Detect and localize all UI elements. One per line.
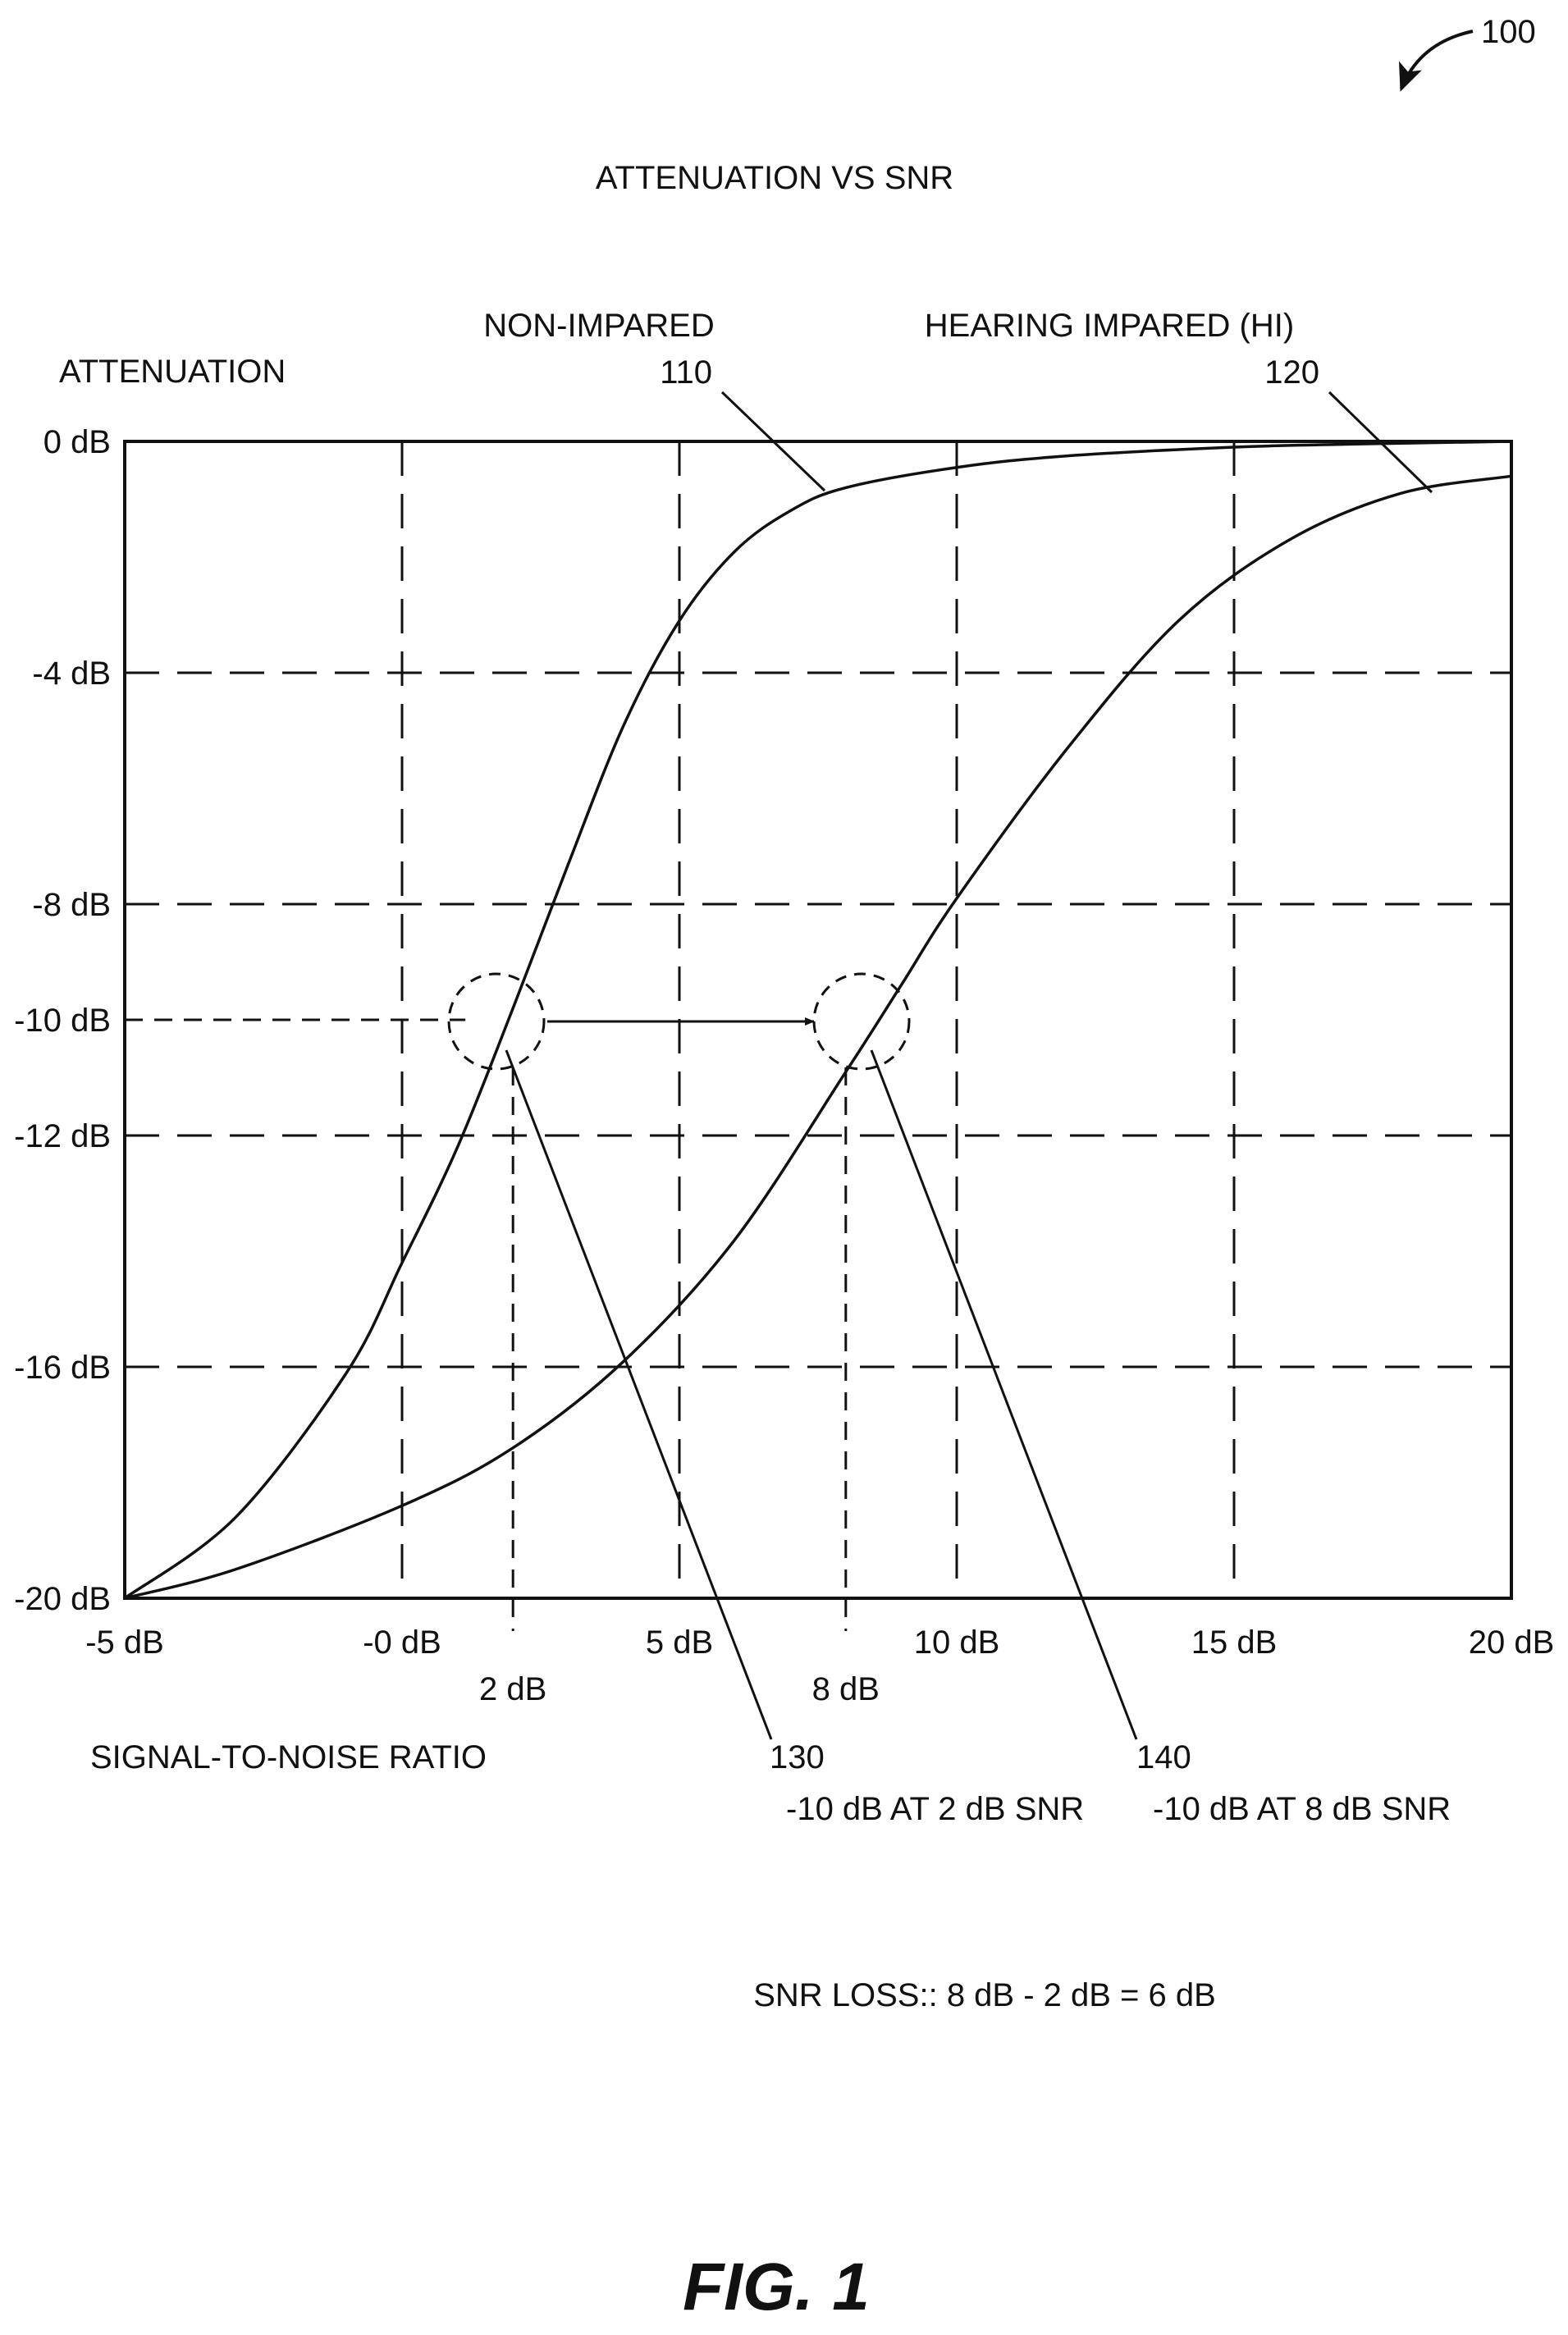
- y-axis-label: ATTENUATION: [59, 354, 286, 390]
- x-tick-label-20-db: 20 dB: [1469, 1624, 1555, 1661]
- series-ref-120: 120: [1264, 354, 1319, 391]
- x-marker-label-8-db: 8 dB: [812, 1671, 880, 1707]
- callout-line-130: [505, 1049, 773, 1740]
- y-tick-label-0-db: 0 dB: [43, 424, 111, 460]
- x-tick-labels: -5 dB -0 dB 5 dB 10 dB 15 dB 20 dB 2 dB 8 dB: [85, 1624, 1554, 1707]
- series-label-hearing-impared: HEARING IMPARED (HI): [925, 308, 1294, 344]
- chart-title: ATTENUATION VS SNR: [596, 160, 953, 196]
- figure-ref-arrow: [1399, 30, 1474, 92]
- x-tick-label-15-db: 15 dB: [1191, 1624, 1278, 1661]
- plot-frame: [123, 440, 1513, 1600]
- annotation-text-130: -10 dB AT 2 dB SNR: [786, 1791, 1084, 1827]
- x-tick-label-5-db: -5 dB: [85, 1624, 164, 1661]
- x-tick-label-10-db: 10 dB: [914, 1624, 1000, 1661]
- y-tick-label-8-db: -8 dB: [32, 887, 111, 923]
- highlight-circle-140: [812, 972, 911, 1071]
- x-tick-label-5-db: 5 dB: [646, 1624, 713, 1661]
- annotation-ref-140: 140: [1136, 1739, 1191, 1775]
- y-tick-labels: 0 dB -4 dB -8 dB -10 dB -12 dB -16 dB -20 dB: [14, 424, 111, 1617]
- series-line-120: [124, 474, 1512, 1600]
- y-tick-label-20-db: -20 dB: [14, 1581, 111, 1617]
- y-tick-label-10-db: -10 dB: [14, 1003, 111, 1039]
- y-tick-label-16-db: -16 dB: [14, 1350, 111, 1386]
- snr-loss-note: SNR LOSS:: 8 dB - 2 dB = 6 dB: [753, 1977, 1216, 2013]
- highlight-circle-130: [447, 972, 546, 1071]
- guide-lines: [125, 1018, 848, 1631]
- annotation-ref-130: 130: [770, 1739, 825, 1775]
- data-series: [123, 440, 1512, 1600]
- x-marker-label-2-db: 2 dB: [479, 1671, 546, 1707]
- annotation-text-140: -10 dB AT 8 dB SNR: [1153, 1791, 1451, 1827]
- x-axis-label: SIGNAL-TO-NOISE RATIO: [90, 1739, 487, 1775]
- series-label-non-impared: NON-IMPARED: [483, 308, 714, 344]
- x-tick-label-0-db: -0 dB: [363, 1624, 441, 1661]
- series-line-110: [123, 440, 1512, 1600]
- figure-caption: FIG. 1: [683, 2250, 870, 2324]
- y-tick-label-4-db: -4 dB: [32, 656, 111, 692]
- y-tick-label-12-db: -12 dB: [14, 1118, 111, 1154]
- figure-ref-number: 100: [1481, 14, 1536, 50]
- callout-line-140: [870, 1049, 1138, 1740]
- series-ref-110: 110: [660, 354, 712, 391]
